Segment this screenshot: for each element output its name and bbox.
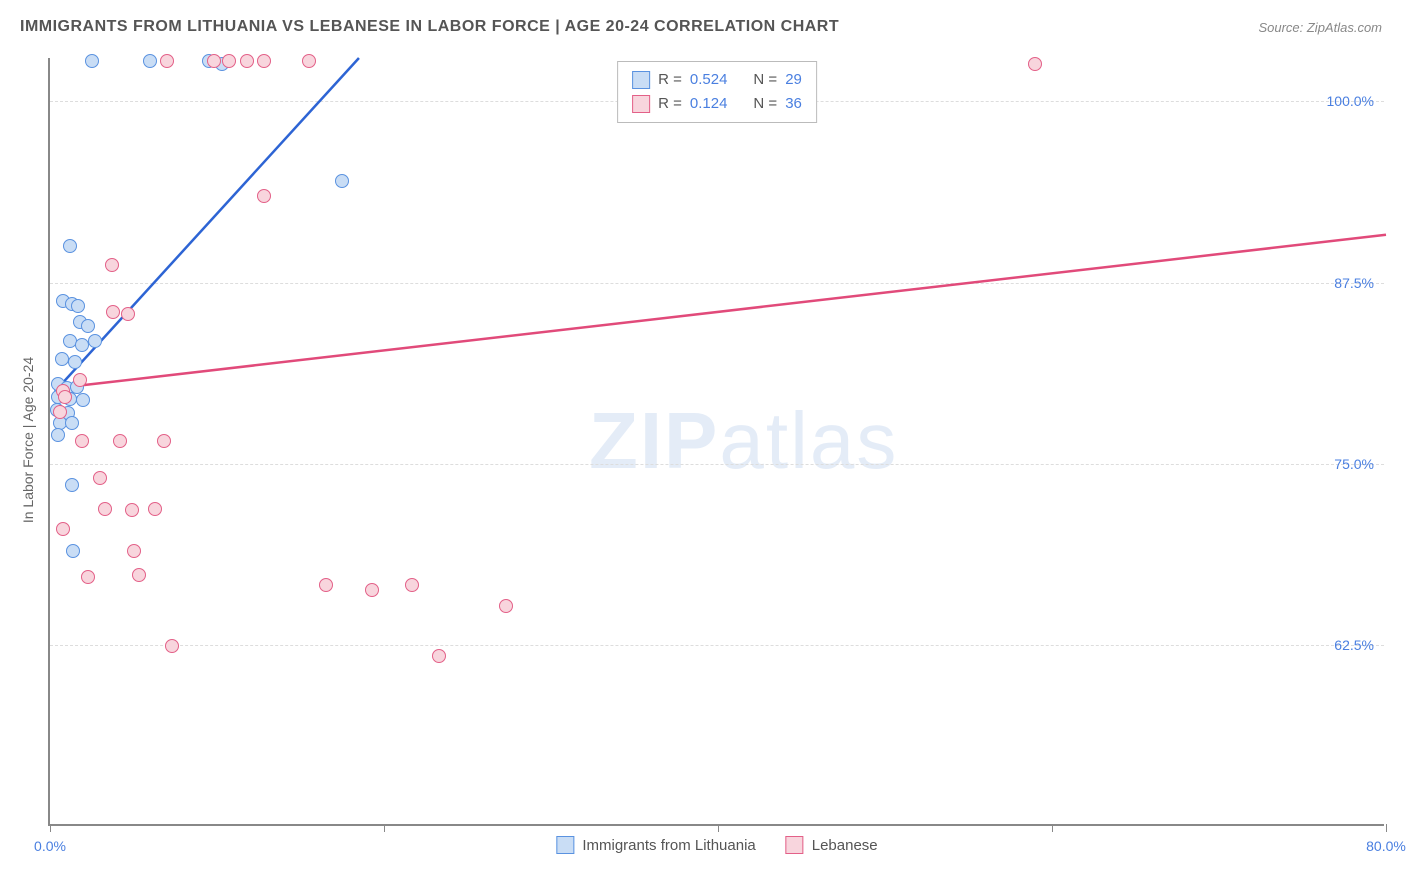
legend-n-value-0: 29	[785, 68, 802, 92]
legend-r-label: R =	[658, 92, 682, 116]
legend-n-label: N =	[753, 68, 777, 92]
point-lithuania	[76, 393, 90, 407]
point-lebanese	[319, 578, 333, 592]
point-lebanese	[222, 54, 236, 68]
point-lebanese	[148, 502, 162, 516]
xtick	[1386, 824, 1387, 832]
point-lebanese	[98, 502, 112, 516]
legend-swatch-1b	[786, 836, 804, 854]
point-lebanese	[405, 578, 419, 592]
legend-swatch-0b	[556, 836, 574, 854]
series-name-0: Immigrants from Lithuania	[582, 837, 755, 854]
stats-legend: R = 0.524 N = 29 R = 0.124 N = 36	[617, 61, 817, 123]
point-lithuania	[81, 319, 95, 333]
point-lebanese	[105, 258, 119, 272]
gridline	[50, 283, 1384, 284]
stats-legend-row-0: R = 0.524 N = 29	[632, 68, 802, 92]
point-lebanese	[1028, 57, 1042, 71]
point-lithuania	[143, 54, 157, 68]
xtick-label: 0.0%	[34, 838, 66, 854]
point-lithuania	[75, 338, 89, 352]
point-lebanese	[93, 471, 107, 485]
point-lebanese	[302, 54, 316, 68]
legend-r-value-1: 0.124	[690, 92, 728, 116]
point-lithuania	[55, 352, 69, 366]
series-legend-item-0: Immigrants from Lithuania	[556, 836, 755, 854]
point-lithuania	[85, 54, 99, 68]
point-lebanese	[165, 639, 179, 653]
point-lebanese	[81, 570, 95, 584]
point-lebanese	[432, 649, 446, 663]
point-lithuania	[71, 299, 85, 313]
point-lithuania	[68, 355, 82, 369]
point-lebanese	[125, 503, 139, 517]
point-lebanese	[127, 544, 141, 558]
point-lithuania	[66, 544, 80, 558]
legend-r-label: R =	[658, 68, 682, 92]
point-lebanese	[257, 54, 271, 68]
chart-source: Source: ZipAtlas.com	[1258, 20, 1382, 35]
point-lebanese	[207, 54, 221, 68]
point-lebanese	[160, 54, 174, 68]
point-lithuania	[65, 416, 79, 430]
point-lithuania	[65, 478, 79, 492]
legend-n-label: N =	[753, 92, 777, 116]
point-lebanese	[73, 373, 87, 387]
ytick-label: 100.0%	[1327, 93, 1374, 109]
trend-lines	[50, 58, 1384, 824]
point-lithuania	[63, 239, 77, 253]
legend-swatch-0	[632, 71, 650, 89]
point-lebanese	[257, 189, 271, 203]
series-legend-item-1: Lebanese	[786, 836, 878, 854]
point-lithuania	[51, 428, 65, 442]
xtick	[1052, 824, 1053, 832]
point-lebanese	[113, 434, 127, 448]
legend-swatch-1	[632, 95, 650, 113]
chart-title: IMMIGRANTS FROM LITHUANIA VS LEBANESE IN…	[20, 18, 839, 36]
point-lithuania	[335, 174, 349, 188]
point-lithuania	[88, 334, 102, 348]
y-axis-label: In Labor Force | Age 20-24	[20, 357, 36, 523]
xtick	[718, 824, 719, 832]
xtick-label: 80.0%	[1366, 838, 1406, 854]
watermark: ZIPatlas	[589, 395, 898, 487]
xtick	[50, 824, 51, 832]
point-lebanese	[58, 390, 72, 404]
gridline	[50, 464, 1384, 465]
point-lebanese	[75, 434, 89, 448]
watermark-light: atlas	[719, 396, 898, 485]
ytick-label: 75.0%	[1334, 456, 1374, 472]
ytick-label: 87.5%	[1334, 275, 1374, 291]
gridline	[50, 645, 1384, 646]
point-lebanese	[157, 434, 171, 448]
stats-legend-row-1: R = 0.124 N = 36	[632, 92, 802, 116]
point-lebanese	[56, 522, 70, 536]
xtick	[384, 824, 385, 832]
point-lebanese	[132, 568, 146, 582]
legend-r-value-0: 0.524	[690, 68, 728, 92]
point-lebanese	[240, 54, 254, 68]
point-lebanese	[121, 307, 135, 321]
point-lebanese	[499, 599, 513, 613]
point-lebanese	[365, 583, 379, 597]
point-lebanese	[53, 405, 67, 419]
point-lebanese	[106, 305, 120, 319]
series-name-1: Lebanese	[812, 837, 878, 854]
watermark-bold: ZIP	[589, 396, 719, 485]
plot-area: ZIPatlas 62.5%75.0%87.5%100.0% 0.0%80.0%…	[48, 58, 1384, 826]
legend-n-value-1: 36	[785, 92, 802, 116]
ytick-label: 62.5%	[1334, 637, 1374, 653]
series-legend: Immigrants from Lithuania Lebanese	[556, 836, 877, 854]
